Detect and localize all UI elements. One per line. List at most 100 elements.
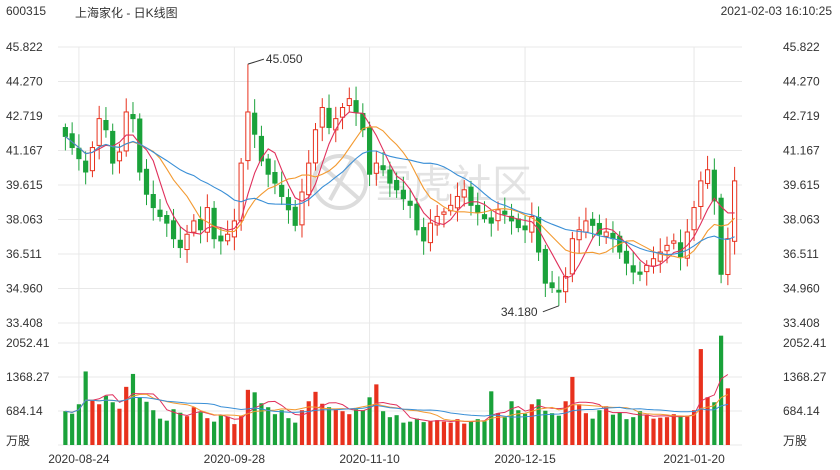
candle-body <box>630 265 636 273</box>
candle-body <box>177 239 183 249</box>
price-tick-left: 38.063 <box>6 213 43 227</box>
price-tick-right: 41.167 <box>783 143 820 157</box>
volume-bar <box>522 413 528 445</box>
candle-body <box>563 275 569 293</box>
volume-bar <box>725 388 730 445</box>
volume-bar <box>360 410 365 445</box>
volume-bar <box>340 411 345 445</box>
candle-body <box>522 225 528 231</box>
price-tick-left: 33.408 <box>6 316 43 330</box>
volume-bar <box>198 412 203 445</box>
candle-body <box>150 194 156 209</box>
candle-body <box>157 209 163 217</box>
price-tick-right: 39.615 <box>783 178 820 192</box>
candle-body <box>312 129 319 164</box>
volume-bar <box>414 418 419 445</box>
candle-body <box>123 111 129 152</box>
volume-bar <box>624 419 629 445</box>
volume-bar <box>333 409 338 445</box>
volume-bar <box>272 414 278 445</box>
price-tick-left: 36.511 <box>6 247 42 261</box>
candle-body <box>508 215 515 222</box>
candle-body <box>650 258 657 267</box>
candle-body <box>698 180 704 207</box>
candle-body <box>238 162 244 221</box>
candle-body <box>380 165 386 171</box>
candle-body <box>143 168 150 195</box>
volume-bar <box>313 391 318 445</box>
candle-body <box>515 218 521 229</box>
volume-tick-left: 684.14 <box>6 404 43 418</box>
volume-bar <box>76 404 81 445</box>
volume-bar <box>448 422 453 445</box>
volume-bar <box>130 373 136 445</box>
volume-bar <box>550 413 555 445</box>
candle-body <box>576 229 582 241</box>
price-tick-left: 42.719 <box>6 109 43 123</box>
volume-bar <box>658 417 663 445</box>
candle-body <box>427 222 434 244</box>
candle-body <box>644 264 650 273</box>
volume-bar <box>719 335 724 445</box>
candle-body <box>623 250 630 264</box>
volume-bar <box>347 414 352 445</box>
volume-bar <box>266 407 271 445</box>
candle-body <box>170 220 177 240</box>
volume-bar <box>320 403 325 445</box>
volume-bar <box>583 413 588 445</box>
candle-body <box>333 118 339 131</box>
volume-bar <box>651 418 656 445</box>
candle-body <box>225 233 231 242</box>
price-tick-right: 44.270 <box>783 75 820 89</box>
price-tick-right: 42.719 <box>783 109 820 123</box>
candle-body <box>461 189 467 198</box>
volume-bar <box>239 416 244 445</box>
candle-body <box>725 238 731 276</box>
candle-body <box>346 98 352 107</box>
candle-body <box>407 200 413 206</box>
date-tick: 2020-08-24 <box>48 452 110 466</box>
candle-body <box>549 282 555 289</box>
candle-body <box>704 169 711 184</box>
volume-bar <box>441 421 447 445</box>
price-tick-right: 34.960 <box>783 281 820 295</box>
volume-bar <box>698 349 703 445</box>
volume-bar <box>468 421 474 445</box>
volume-bar <box>286 418 291 445</box>
price-tick-right: 36.511 <box>783 247 819 261</box>
price-tick-left: 44.270 <box>6 75 43 89</box>
candle-body <box>96 118 102 146</box>
candle-body <box>596 222 603 235</box>
candle-body <box>265 158 271 175</box>
candle-body <box>394 179 400 191</box>
volume-bar <box>279 410 284 445</box>
volume-bar <box>401 422 406 445</box>
candle-body <box>664 244 670 252</box>
candle-body <box>637 271 643 275</box>
volume-bar <box>610 414 616 445</box>
candle-body <box>184 233 190 251</box>
candle-body <box>319 107 325 128</box>
price-axis-labels: 45.822 45.822 44.270 44.270 42.719 42.719 41.1… <box>6 40 820 330</box>
high-annotation: 45.050 <box>266 52 303 66</box>
volume-bar <box>225 416 230 445</box>
timestamp: 2021-02-03 16:10:25 <box>720 4 832 18</box>
volume-tick-right: 2052.41 <box>783 336 827 350</box>
volume-bar <box>184 416 190 445</box>
candle-body <box>353 100 359 113</box>
volume-unit-right: 万股 <box>783 434 807 448</box>
volume-bar <box>205 418 210 445</box>
volume-bar <box>90 400 95 445</box>
volume-tick-left: 1368.27 <box>6 370 50 384</box>
volume-bar <box>455 419 460 445</box>
candle-body <box>197 218 204 231</box>
volume-bar <box>617 412 622 445</box>
volume-bar <box>671 414 676 445</box>
volume-bar <box>664 417 670 445</box>
volume-bar <box>299 410 305 445</box>
date-tick: 2020-11-10 <box>339 452 400 466</box>
candle-body <box>103 120 109 131</box>
candle-body <box>590 218 596 226</box>
volume-bar <box>381 411 386 445</box>
volume-bar <box>293 422 298 445</box>
